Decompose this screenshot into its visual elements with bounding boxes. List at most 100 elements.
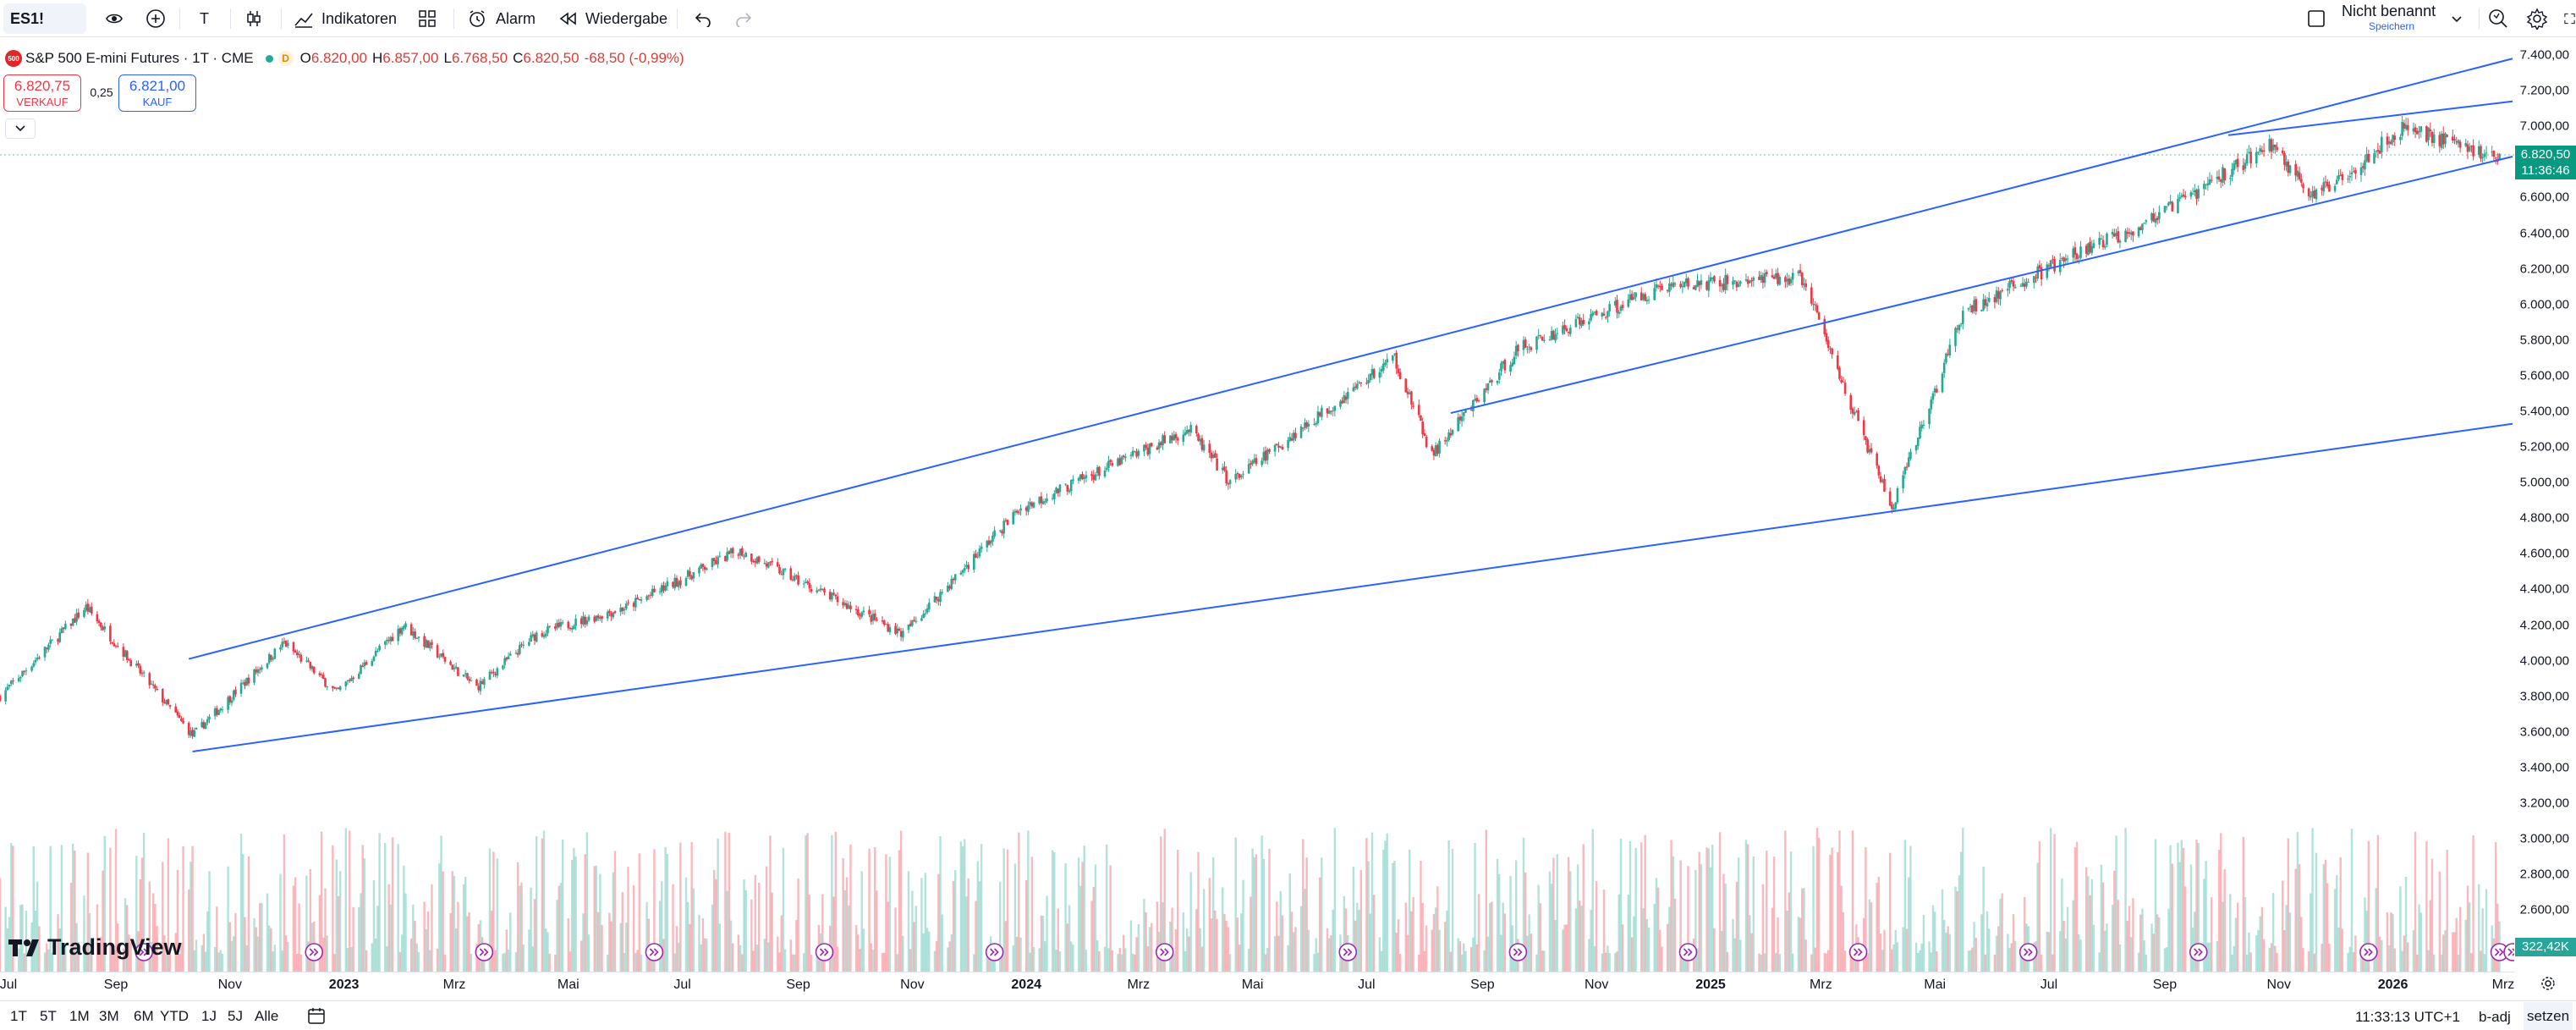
- save-label[interactable]: Speichern: [2369, 20, 2415, 32]
- range-button[interactable]: 1M: [69, 1008, 90, 1024]
- session-badge[interactable]: D: [277, 51, 294, 66]
- sell-button[interactable]: 6.820,75 VERKAUF: [3, 74, 81, 112]
- undo-button[interactable]: [694, 3, 712, 34]
- volume-bar: [1653, 904, 1656, 972]
- layout-name: Nicht benannt: [2342, 2, 2436, 19]
- tradingview-watermark[interactable]: TradingView: [7, 934, 182, 961]
- range-button[interactable]: 5J: [228, 1008, 243, 1024]
- layout-name-button[interactable]: Nicht benannt: [2342, 2, 2436, 20]
- candle-body: [1242, 473, 1244, 475]
- candle-body: [397, 629, 399, 642]
- legend-title[interactable]: S&P 500 E-mini Futures · 1T · CME: [25, 50, 254, 66]
- time-scale[interactable]: Jul Sep Nov 2023 Mrz Mai Jul Sep Nov 2024 Mrz Mai Ju…: [0, 972, 2514, 995]
- sp500-logo-icon: 500: [5, 50, 22, 67]
- range-button[interactable]: YTD: [160, 1008, 189, 1024]
- volume-bar: [1711, 844, 1714, 972]
- candle-body: [2313, 190, 2316, 199]
- quick-search-icon[interactable]: [2487, 3, 2509, 34]
- volume-bar: [902, 935, 904, 972]
- candle-body: [1015, 510, 1019, 513]
- candle-body: [142, 672, 146, 674]
- candle-body: [939, 592, 942, 603]
- settlement-toggle[interactable]: setzen: [2524, 1002, 2573, 1030]
- range-button[interactable]: 5T: [40, 1008, 57, 1024]
- candle-body: [1081, 474, 1084, 480]
- volume-bar: [514, 952, 518, 972]
- volume-bar: [1700, 864, 1703, 972]
- candle-body: [2457, 140, 2460, 144]
- candle-body: [2453, 139, 2456, 140]
- volume-bar: [1659, 929, 1661, 972]
- candle-body: [673, 577, 677, 588]
- symbol-search[interactable]: ES1!: [3, 3, 86, 34]
- compare-symbol-icon[interactable]: [105, 3, 124, 34]
- indicators-button[interactable]: Indikatoren: [293, 3, 397, 34]
- candle-body: [1799, 270, 1802, 273]
- scale-settings-gear-icon[interactable]: [2540, 975, 2557, 996]
- candle-body: [361, 665, 365, 668]
- volume-bar: [1595, 881, 1598, 972]
- candle-body: [854, 609, 858, 611]
- candle-body: [522, 644, 525, 646]
- volume-bar: [1749, 915, 1751, 972]
- timezone-clock[interactable]: 11:33:13 UTC+1: [2355, 1009, 2460, 1025]
- candle-body: [2090, 245, 2094, 253]
- chevron-down-icon[interactable]: [2450, 3, 2463, 34]
- replay-button[interactable]: Wiedergabe: [558, 3, 667, 34]
- candle-body: [307, 660, 310, 662]
- price-chart[interactable]: [0, 37, 2514, 972]
- buy-button[interactable]: 6.821,00 KAUF: [118, 74, 196, 112]
- fullscreen-icon[interactable]: [2563, 3, 2576, 34]
- range-button[interactable]: 3M: [99, 1008, 119, 1024]
- volume-bar: [1299, 906, 1303, 972]
- range-button[interactable]: 1T: [10, 1008, 27, 1024]
- volume-bar: [2222, 901, 2224, 972]
- candle-body: [2376, 150, 2380, 151]
- alarm-button[interactable]: Alarm: [467, 3, 536, 34]
- candle-body: [4, 690, 7, 702]
- candle-body: [1683, 281, 1686, 288]
- layouts-button[interactable]: [418, 3, 437, 34]
- range-button[interactable]: 1J: [201, 1008, 217, 1024]
- chart-type-button[interactable]: [244, 3, 264, 34]
- volume-bar: [1064, 862, 1067, 972]
- candle-body: [1143, 444, 1145, 452]
- candle-body: [508, 653, 512, 656]
- candle-body: [1105, 467, 1108, 470]
- range-button[interactable]: 6M: [134, 1008, 154, 1024]
- volume-bar: [1771, 907, 1774, 972]
- volume-bar: [545, 928, 547, 972]
- volume-bar: [1343, 895, 1346, 972]
- candle-body: [2390, 141, 2392, 145]
- legend-collapse-button[interactable]: [5, 118, 36, 139]
- volume-bar: [126, 905, 129, 972]
- volume-bar: [71, 843, 74, 972]
- volume-bar: [1892, 944, 1895, 972]
- contract-rollover-icon: [305, 943, 324, 961]
- interval-button[interactable]: T: [200, 3, 209, 34]
- add-symbol-button[interactable]: [146, 3, 166, 34]
- candle-body: [125, 651, 129, 660]
- volume-bar: [409, 938, 413, 972]
- volume-bar: [298, 903, 300, 972]
- candle-body: [88, 607, 91, 613]
- volume-bar: [1766, 851, 1768, 972]
- candle-body: [2087, 243, 2090, 256]
- redo-button[interactable]: [734, 3, 753, 34]
- volume-bar: [2307, 950, 2310, 972]
- layout-select-checkbox[interactable]: [2306, 3, 2326, 34]
- candle-body: [1066, 485, 1069, 492]
- candle-body: [281, 642, 283, 647]
- goto-date-calendar-icon[interactable]: [306, 1006, 327, 1029]
- candle-body: [2472, 145, 2474, 157]
- price-scale[interactable]: 7.400,00 7.200,00 7.000,00 6.600,00 6.400,00…: [2514, 37, 2576, 990]
- volume-bar: [2446, 850, 2448, 972]
- range-button[interactable]: Alle: [255, 1008, 279, 1024]
- candle-body: [457, 667, 459, 676]
- volume-bar: [1588, 939, 1590, 972]
- settings-gear-icon[interactable]: [2526, 3, 2548, 34]
- candle-body: [1733, 280, 1737, 282]
- volume-bar: [1902, 927, 1904, 972]
- candle-body: [1472, 399, 1475, 411]
- back-adjust-toggle[interactable]: b-adj: [2479, 1009, 2511, 1025]
